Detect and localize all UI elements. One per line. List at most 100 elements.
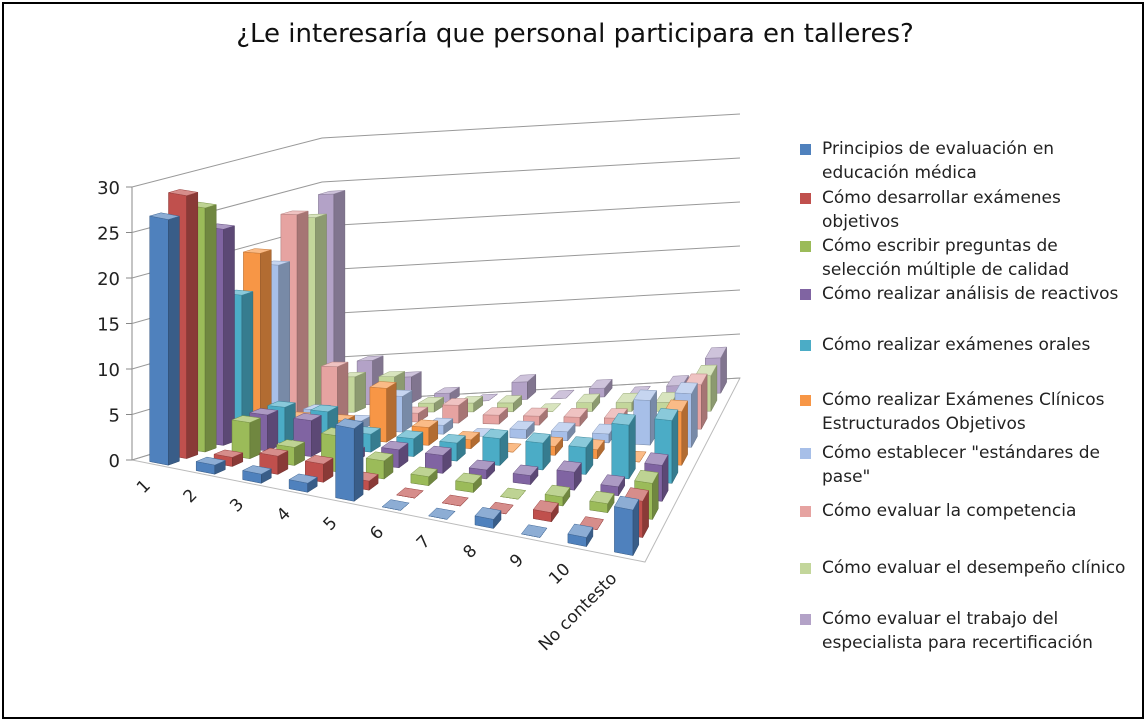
legend-item: Cómo evaluar el desempeño clínico bbox=[800, 556, 1140, 580]
grid-line bbox=[131, 157, 741, 233]
bar-top bbox=[522, 407, 549, 417]
bar bbox=[395, 487, 424, 499]
bar bbox=[288, 473, 318, 493]
legend-swatch bbox=[800, 448, 811, 459]
bar-top bbox=[410, 466, 438, 477]
bar-top bbox=[248, 408, 279, 416]
bar-top bbox=[411, 419, 439, 428]
bar-top bbox=[611, 413, 636, 426]
bar-top bbox=[512, 464, 539, 476]
bar-side bbox=[671, 409, 679, 484]
bar-top bbox=[280, 210, 309, 215]
legend-swatch bbox=[800, 395, 811, 406]
bar-top bbox=[195, 456, 227, 466]
x-tick-label: 10 bbox=[545, 559, 574, 588]
bar-top bbox=[633, 389, 658, 401]
legend-label: Cómo evaluar el desempeño clínico bbox=[822, 558, 1126, 578]
bar-top bbox=[588, 379, 613, 389]
legend-item: Cómo evaluar la competencia bbox=[800, 499, 1140, 523]
legend-item: Cómo establecer "estándares de pase" bbox=[800, 441, 1140, 489]
bar bbox=[614, 495, 640, 556]
bar-top bbox=[378, 371, 405, 377]
bar-top bbox=[213, 449, 244, 458]
bar-top bbox=[567, 523, 594, 538]
bar bbox=[600, 474, 626, 497]
bar-top bbox=[589, 490, 615, 504]
bar-top bbox=[334, 418, 364, 429]
bar bbox=[611, 413, 636, 480]
bar bbox=[195, 456, 227, 475]
bar-side bbox=[249, 417, 261, 460]
bar-top bbox=[427, 507, 456, 520]
legend-swatch bbox=[800, 144, 811, 155]
bar bbox=[556, 460, 582, 491]
grid-line bbox=[131, 113, 741, 188]
bar-top bbox=[525, 432, 551, 444]
bar-top bbox=[441, 398, 469, 406]
bar-top bbox=[509, 420, 535, 430]
bar-front bbox=[149, 215, 169, 466]
bar-top bbox=[496, 395, 523, 404]
bar-side bbox=[628, 414, 636, 480]
bar-top bbox=[563, 408, 588, 418]
bar-side bbox=[223, 225, 235, 446]
legend-label: Cómo realizar exámenes orales bbox=[822, 335, 1091, 355]
bar-top bbox=[292, 413, 323, 421]
legend-label: Principios de evaluación en educación mé… bbox=[822, 139, 1055, 183]
legend-swatch bbox=[800, 241, 811, 252]
bar-top bbox=[549, 389, 575, 399]
y-tick-label: 5 bbox=[109, 406, 120, 427]
bar-front bbox=[335, 424, 355, 502]
bar bbox=[589, 490, 615, 514]
bar-top bbox=[309, 404, 339, 413]
bar-top bbox=[149, 212, 180, 220]
bar-top bbox=[499, 487, 527, 500]
bar-top bbox=[455, 472, 483, 484]
x-tick-label: 7 bbox=[413, 532, 435, 554]
bar bbox=[512, 464, 539, 486]
bar-top bbox=[441, 494, 469, 507]
bar-front bbox=[509, 428, 527, 439]
legend-item: Cómo desarrollar exámenes objetivos bbox=[800, 186, 1140, 234]
bar bbox=[568, 436, 594, 476]
bar-top bbox=[614, 495, 640, 511]
bar-top bbox=[674, 382, 698, 395]
legend-label: Cómo realizar Exámenes Clínicos Estructu… bbox=[822, 390, 1105, 434]
legend-label: Cómo realizar análisis de reactivos bbox=[822, 284, 1119, 304]
y-tick-label: 30 bbox=[97, 178, 120, 199]
x-tick-label: 6 bbox=[366, 522, 388, 544]
bar bbox=[424, 445, 452, 474]
legend-swatch bbox=[800, 193, 811, 204]
bar bbox=[455, 472, 483, 494]
y-tick-label: 25 bbox=[97, 224, 120, 245]
bar bbox=[499, 487, 527, 500]
bar bbox=[304, 455, 334, 483]
bar-top bbox=[417, 396, 445, 404]
bar-top bbox=[511, 374, 537, 383]
bar-top bbox=[318, 190, 345, 195]
x-tick-label: 1 bbox=[133, 476, 155, 498]
legend-swatch bbox=[800, 506, 811, 517]
bar bbox=[563, 407, 588, 427]
bar-top bbox=[634, 469, 659, 484]
bar-top bbox=[258, 447, 289, 457]
bar-top bbox=[474, 507, 502, 520]
bar bbox=[149, 212, 180, 466]
bar bbox=[520, 524, 548, 538]
bar-top bbox=[241, 465, 273, 475]
bar bbox=[410, 466, 438, 487]
bar-top bbox=[654, 408, 679, 421]
bar-top bbox=[568, 436, 594, 448]
bar-top bbox=[434, 386, 461, 394]
bar-top bbox=[482, 407, 509, 416]
bar bbox=[231, 415, 262, 460]
legend-label: Cómo evaluar la competencia bbox=[822, 501, 1077, 521]
legend-swatch bbox=[800, 340, 811, 351]
legend-item: Principios de evaluación en educación mé… bbox=[800, 137, 1140, 185]
bar-top bbox=[704, 346, 728, 359]
bar bbox=[575, 393, 601, 413]
legend-swatch bbox=[800, 563, 811, 574]
bar bbox=[474, 507, 502, 530]
bar-side bbox=[168, 215, 180, 466]
bar bbox=[532, 500, 559, 523]
